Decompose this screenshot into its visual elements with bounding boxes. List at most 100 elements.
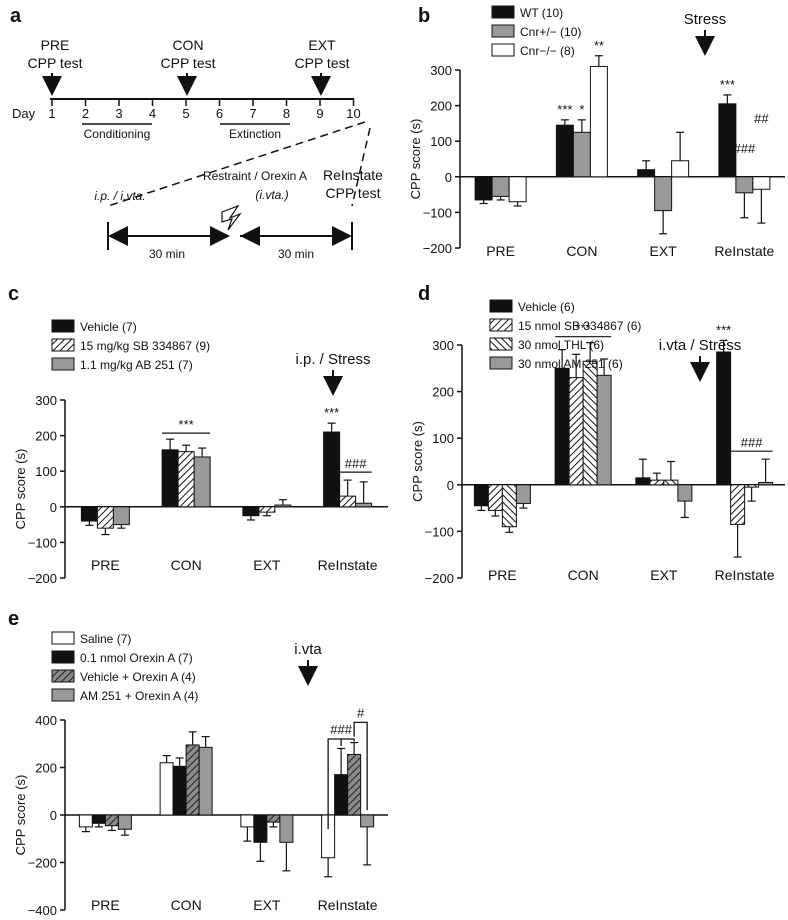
panel-letter-b: b — [418, 5, 430, 27]
ext-label-2: CPP test — [295, 55, 350, 71]
y-tick-label: −400 — [28, 903, 57, 918]
bar — [596, 374, 612, 486]
significance-bracket — [353, 721, 368, 811]
legend-label: 0.1 nmol Orexin A (7) — [80, 651, 193, 665]
arrow-label: i.p. / Stress — [295, 351, 370, 368]
bar — [582, 360, 598, 486]
bar — [730, 484, 746, 525]
panel-letter-d: d — [418, 283, 430, 305]
y-tick-label: 200 — [35, 761, 57, 776]
extinction-label: Extinction — [229, 127, 281, 141]
chart-d: d −200 −100 0 100 200 300 CPP score (s) PRE CON EX… — [410, 283, 785, 586]
chart-b: b −200 −100 0 100 200 300 CPP score (s) PRE CON EX… — [408, 5, 785, 259]
y-axis-label: CPP score (s) — [410, 421, 425, 502]
bar — [80, 506, 98, 522]
y-tick-label: −200 — [423, 241, 452, 256]
bar — [635, 477, 651, 486]
bar — [487, 484, 503, 511]
chart-c: c −200 −100 0 100 200 300 CPP score (s) PRE CON EX… — [8, 283, 388, 586]
day-tick-label: 10 — [346, 106, 360, 121]
day-tick-label: 8 — [283, 106, 290, 121]
arrow-label: Stress — [684, 11, 727, 28]
bar — [744, 484, 760, 488]
legend-label: Cnr+/− (10) — [520, 25, 581, 39]
legend-swatch — [51, 357, 75, 371]
ext-label-1: EXT — [308, 37, 336, 53]
significance-mark: *** — [179, 417, 194, 432]
y-tick-label: 300 — [430, 63, 452, 78]
y-axis-label: CPP score (s) — [13, 775, 28, 856]
y-tick-label: 400 — [35, 713, 57, 728]
y-tick-label: 100 — [432, 431, 454, 446]
bar — [279, 814, 294, 843]
significance-mark: # — [357, 705, 365, 720]
bar — [104, 814, 119, 827]
bar — [649, 479, 665, 486]
significance-bracket — [327, 738, 355, 830]
bar — [96, 506, 114, 529]
route-label: i.p. / i.vta. — [94, 189, 145, 203]
bar — [339, 495, 357, 508]
bar — [654, 176, 673, 212]
y-tick-label: −200 — [425, 571, 454, 586]
legend-swatch — [51, 688, 75, 702]
ivta-label: (i.vta.) — [255, 188, 288, 202]
y-tick-label: 200 — [35, 429, 57, 444]
significance-mark: ### — [741, 435, 763, 450]
significance-mark: ### — [330, 722, 352, 737]
legend-swatch — [491, 24, 515, 38]
bar — [78, 814, 93, 828]
legend-swatch — [51, 319, 75, 333]
day-tick-label: 5 — [182, 106, 189, 121]
category-label: EXT — [253, 557, 281, 573]
bar — [589, 65, 608, 178]
category-label: CON — [568, 567, 599, 583]
legend-label: AM 251 + Orexin A (4) — [80, 689, 198, 703]
pre-label-1: PRE — [41, 37, 70, 53]
y-tick-label: −200 — [28, 571, 57, 586]
significance-mark: ## — [754, 111, 769, 126]
arrow-label: i.vta — [294, 641, 322, 658]
y-tick-label: −100 — [28, 535, 57, 550]
significance-mark: *** — [324, 405, 339, 420]
bar — [323, 431, 341, 508]
category-label: PRE — [486, 243, 515, 259]
y-tick-label: −100 — [423, 205, 452, 220]
bar — [258, 506, 276, 513]
category-label: EXT — [650, 243, 678, 259]
day-tick-label: 9 — [316, 106, 323, 121]
category-label: EXT — [253, 897, 281, 913]
conditioning-label: Conditioning — [84, 127, 151, 141]
bar — [677, 484, 693, 502]
category-label: CON — [566, 243, 597, 259]
bar — [758, 481, 774, 486]
y-tick-label: 100 — [35, 464, 57, 479]
arrow-label: i.vta / Stress — [659, 337, 742, 354]
bar — [663, 479, 679, 486]
legend-swatch — [491, 5, 515, 19]
panel-a-timeline: a PRE CPP test CON CPP test EXT CPP test… — [10, 5, 383, 261]
bar — [360, 814, 375, 828]
category-label: PRE — [488, 567, 517, 583]
bar — [568, 377, 584, 486]
con-label-1: CON — [172, 37, 203, 53]
bar — [177, 451, 195, 508]
y-tick-label: 0 — [50, 500, 57, 515]
legend-label: WT (10) — [520, 6, 563, 20]
bar — [515, 484, 531, 504]
con-label-2: CPP test — [161, 55, 216, 71]
y-axis-label: CPP score (s) — [13, 449, 28, 530]
bar — [347, 753, 362, 816]
bar — [555, 124, 574, 178]
significance-mark: ### — [734, 141, 756, 156]
significance-mark: ### — [345, 456, 367, 471]
legend-label: Cnr−/− (8) — [520, 44, 575, 58]
bar — [266, 814, 281, 823]
significance-mark: *** — [716, 322, 731, 337]
day-tick-label: 1 — [48, 106, 55, 121]
legend-swatch — [51, 631, 75, 645]
legend-label: Vehicle (6) — [518, 300, 575, 314]
bar — [117, 814, 132, 830]
day-tick-label: 4 — [149, 106, 156, 121]
